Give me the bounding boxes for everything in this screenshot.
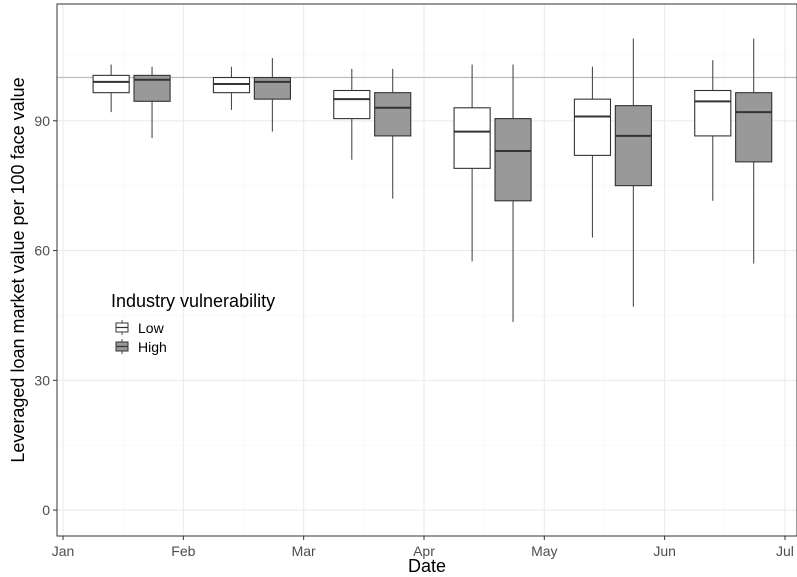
x-tick-label: Feb <box>171 543 195 559</box>
box-high <box>494 64 532 322</box>
box-body <box>735 92 773 163</box>
y-tick-label: 60 <box>34 243 50 259</box>
box-body <box>253 76 291 100</box>
legend-title: Industry vulnerability <box>111 291 275 311</box>
boxplots <box>92 38 773 322</box>
box-body <box>212 76 251 94</box>
box-low <box>212 66 251 110</box>
legend-items: Low High <box>115 320 167 355</box>
box-body <box>333 89 371 120</box>
box-high <box>614 38 652 307</box>
box-low <box>694 60 732 201</box>
legend-label-low: Low <box>138 320 165 336</box>
y-tick-label: 0 <box>42 502 50 518</box>
box-low <box>333 68 371 160</box>
legend-key-high: High <box>115 339 167 355</box>
y-axis: 0 30 60 90 <box>34 113 57 518</box>
box-body <box>573 98 612 156</box>
box-high <box>133 66 171 139</box>
box-body <box>453 107 491 169</box>
x-tick-label: May <box>531 543 557 559</box>
legend-label-high: High <box>138 339 167 355</box>
legend: Industry vulnerability Low High <box>111 291 275 355</box>
y-tick-label: 90 <box>34 113 50 129</box>
box-low <box>573 66 612 238</box>
box-low <box>453 64 491 262</box>
box-low <box>92 64 130 113</box>
box-body <box>614 105 652 187</box>
plot-panel <box>56 3 797 537</box>
x-tick-label: Jan <box>52 543 75 559</box>
legend-key-low: Low <box>115 320 165 336</box>
x-tick-label: Mar <box>292 543 316 559</box>
plot-border <box>56 3 797 537</box>
grid-major <box>57 4 797 536</box>
x-tick-label: Jun <box>653 543 676 559</box>
box-body <box>92 74 130 94</box>
y-axis-title: Leveraged loan market value per 100 face… <box>8 77 28 462</box>
x-axis-title: Date <box>408 556 446 576</box>
box-body <box>694 89 732 137</box>
x-tick-label: Jul <box>776 543 794 559</box>
box-high <box>253 58 291 132</box>
box-body <box>374 92 412 137</box>
box-high <box>735 38 773 264</box>
x-axis: Jan Feb Mar Apr May Jun Jul <box>52 536 794 559</box>
box-high <box>374 68 412 199</box>
box-body <box>494 118 532 202</box>
y-tick-label: 30 <box>34 372 50 388</box>
x-tick-label: Apr <box>413 543 435 559</box>
